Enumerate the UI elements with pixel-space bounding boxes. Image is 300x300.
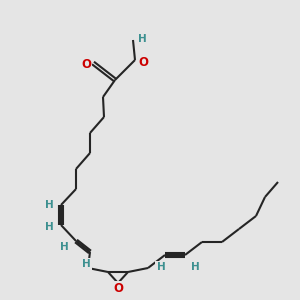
Text: H: H: [60, 242, 68, 252]
Text: O: O: [81, 58, 91, 70]
Text: H: H: [157, 262, 165, 272]
Text: H: H: [190, 262, 200, 272]
Text: O: O: [113, 283, 123, 296]
Text: H: H: [138, 34, 146, 44]
Text: H: H: [82, 259, 90, 269]
Text: O: O: [138, 56, 148, 68]
Text: H: H: [45, 222, 53, 232]
Text: H: H: [45, 200, 53, 210]
